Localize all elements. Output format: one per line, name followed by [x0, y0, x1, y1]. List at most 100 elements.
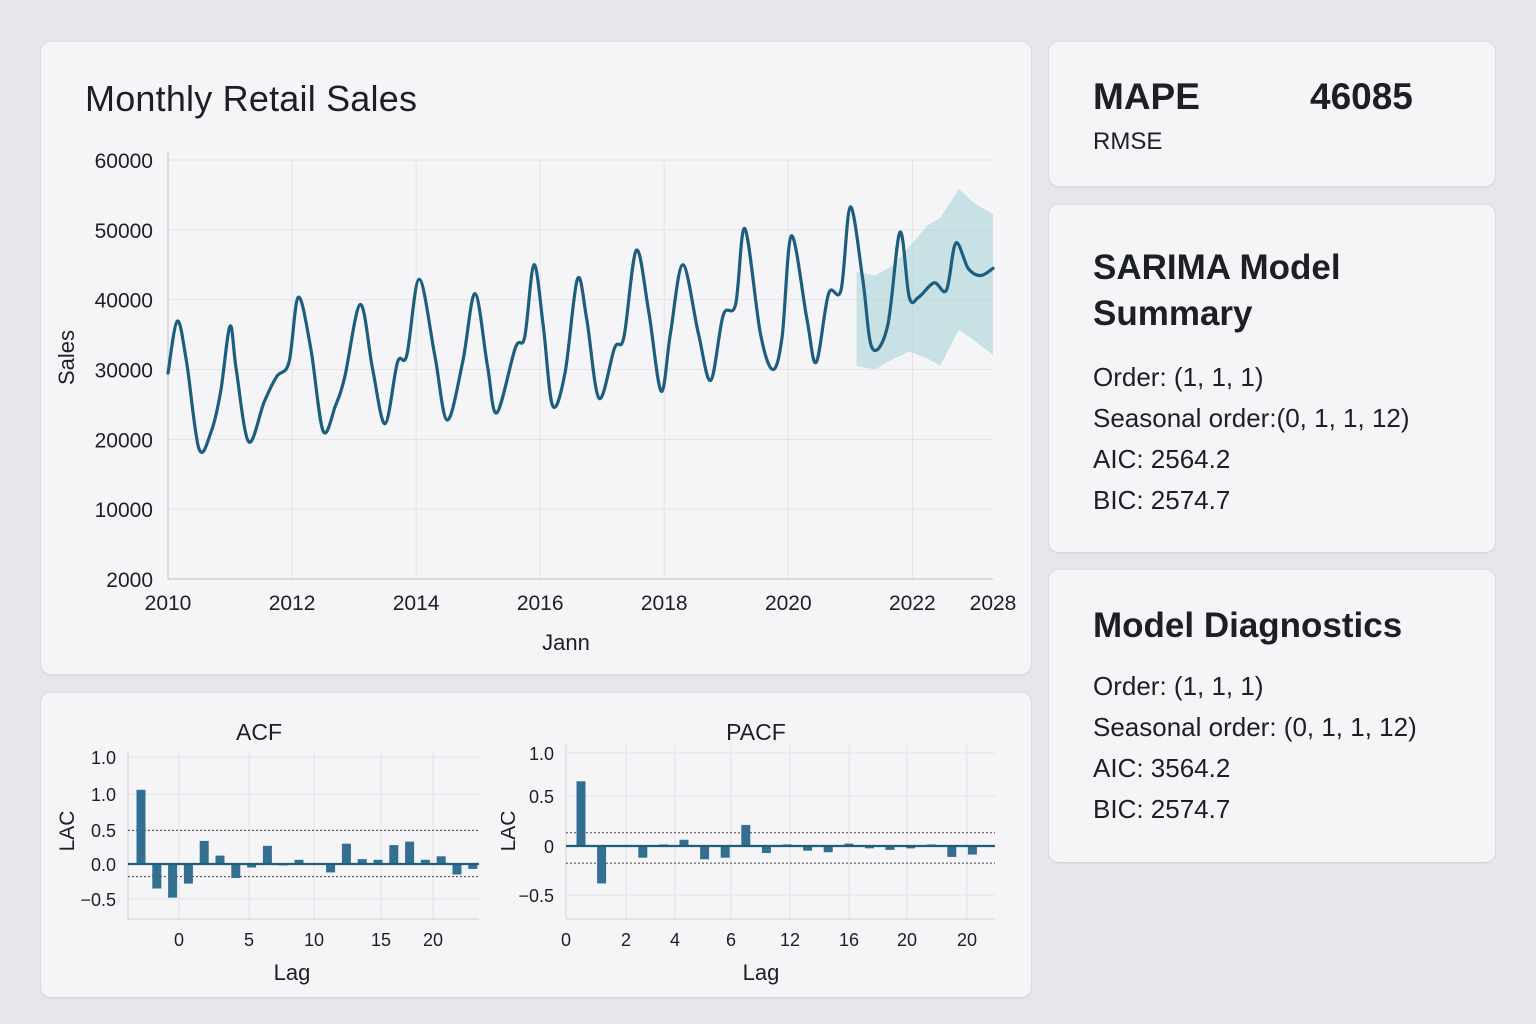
x-tick-label: 12 — [780, 930, 800, 950]
y-tick-label: 40000 — [95, 290, 153, 313]
x-tick-label: 0 — [174, 930, 184, 950]
bic-text: BIC: 2574.7 — [1093, 485, 1231, 515]
x-tick-label: 2018 — [641, 592, 688, 615]
correlation-bar — [597, 846, 607, 884]
chart-title: ACF — [236, 719, 282, 745]
x-tick-label: 0 — [561, 930, 571, 950]
x-tick-label: 4 — [670, 930, 680, 950]
y-tick-label: 0.5 — [529, 787, 554, 807]
y-tick-label: 50000 — [95, 220, 153, 243]
correlation-bar — [341, 843, 351, 864]
correlation-bar — [262, 845, 272, 864]
x-tick-label: 20 — [957, 930, 977, 950]
metric-label: MAPE — [1093, 76, 1200, 117]
acf-chart: ACF 1.0 1.0 0.5 0.0 −0.5 0 5 10 15 20 Lag LAC — [56, 719, 479, 985]
correlation-bar — [468, 864, 478, 869]
model-diagnostics-card: Model Diagnostics Order: (1, 1, 1) Seaso… — [1049, 570, 1495, 862]
correlation-bar — [720, 846, 730, 858]
y-axis-label: LAC — [56, 811, 79, 852]
correlation-bar — [864, 846, 874, 849]
y-tick-label: 20000 — [95, 429, 153, 452]
correlation-bar — [679, 839, 689, 846]
correlation-bar — [326, 864, 336, 873]
sarima-summary-card: SARIMA Model Summary Order: (1, 1, 1) Se… — [1049, 205, 1495, 552]
correlation-bar — [373, 859, 383, 864]
x-tick-label: 2022 — [889, 592, 936, 615]
x-tick-label: 2028 — [970, 592, 1017, 615]
sarima-summary-list: Order: (1, 1, 1) Seasonal order:(0, 1, 1… — [1093, 357, 1410, 521]
correlation-bar — [215, 855, 225, 864]
y-tick-label: 0.0 — [91, 855, 116, 875]
x-tick-label: 2012 — [269, 592, 316, 615]
y-tick-label: −0.5 — [518, 886, 554, 906]
correlation-bar — [357, 859, 367, 864]
metric-value: 46085 — [1310, 76, 1413, 117]
title-line-2: Summary — [1093, 294, 1253, 333]
x-tick-label: 2020 — [765, 592, 812, 615]
correlation-bar — [405, 841, 415, 864]
metric-sub-label: RMSE — [1093, 128, 1163, 155]
aic-text: AIC: 3564.2 — [1093, 753, 1231, 783]
y-axis-label: LAC — [501, 811, 520, 852]
x-tick-label: 10 — [304, 930, 324, 950]
correlation-bar — [168, 864, 178, 898]
y-tick-label: 0 — [544, 837, 554, 857]
x-tick-label: 15 — [371, 930, 391, 950]
order-text: Order: (1, 1, 1) — [1093, 362, 1264, 392]
chart-title: PACF — [726, 719, 786, 745]
x-tick-label: 20 — [897, 930, 917, 950]
correlation-bar — [199, 840, 209, 864]
x-tick-label: 2016 — [517, 592, 564, 615]
pacf-chart: PACF 1.0 0.5 0 −0.5 0 2 4 6 12 16 20 20 Lag LAC — [501, 719, 995, 985]
y-tick-label: 2000 — [106, 569, 153, 592]
y-tick-label: −0.5 — [80, 890, 116, 910]
x-tick-label: 2010 — [145, 592, 192, 615]
y-axis-label: Sales — [54, 330, 79, 385]
correlation-bar — [947, 846, 957, 857]
correlation-bar — [967, 846, 977, 855]
correlation-bar — [803, 846, 813, 851]
y-tick-label: 1.0 — [91, 748, 116, 768]
x-tick-label: 6 — [726, 930, 736, 950]
y-tick-label: 10000 — [95, 499, 153, 522]
x-axis-label: Jann — [542, 630, 590, 655]
order-text: Order: (1, 1, 1) — [1093, 671, 1264, 701]
y-tick-label: 60000 — [95, 150, 153, 173]
x-tick-label: 2 — [621, 930, 631, 950]
x-tick-label: 5 — [244, 930, 254, 950]
correlation-bar — [452, 864, 462, 875]
correlation-bar — [183, 864, 193, 884]
chart-title: Monthly Retail Sales — [85, 78, 418, 119]
correlation-bar — [576, 781, 586, 846]
y-tick-label: 0.5 — [91, 821, 116, 841]
seasonal-order-text: Seasonal order: (0, 1, 1, 12) — [1093, 712, 1417, 742]
correlation-bar — [420, 859, 430, 864]
metric-card: MAPE 46085 RMSE — [1049, 42, 1495, 186]
correlation-bar — [638, 846, 648, 858]
correlation-bar — [761, 846, 771, 854]
x-tick-label: 2014 — [393, 592, 440, 615]
correlation-bar — [231, 864, 241, 878]
diagnostics-title: Model Diagnostics — [1093, 606, 1403, 645]
correlation-bar — [136, 789, 146, 864]
correlation-bar — [844, 843, 854, 846]
correlation-bar — [436, 856, 446, 864]
y-tick-label: 30000 — [95, 360, 153, 383]
y-tick-label: 1.0 — [91, 785, 116, 805]
correlation-bar — [294, 859, 304, 864]
sales-series-line — [166, 205, 995, 454]
aic-text: AIC: 2564.2 — [1093, 444, 1231, 474]
x-axis-label: Lag — [274, 960, 311, 985]
x-tick-label: 16 — [839, 930, 859, 950]
correlation-bar — [885, 846, 895, 850]
correlation-bar — [823, 846, 833, 853]
forecast-confidence-band — [856, 188, 993, 370]
correlation-bar — [389, 845, 399, 864]
correlogram-card: ACF 1.0 1.0 0.5 0.0 −0.5 0 5 10 15 20 Lag LAC PACF 1.… — [41, 693, 1031, 997]
correlation-bar — [906, 846, 916, 849]
correlation-bar — [741, 824, 751, 846]
correlation-bar — [152, 864, 162, 889]
x-axis-label: Lag — [743, 960, 780, 985]
sales-chart-card: Monthly Retail Sales 60000 50000 40000 3000… — [41, 42, 1031, 674]
